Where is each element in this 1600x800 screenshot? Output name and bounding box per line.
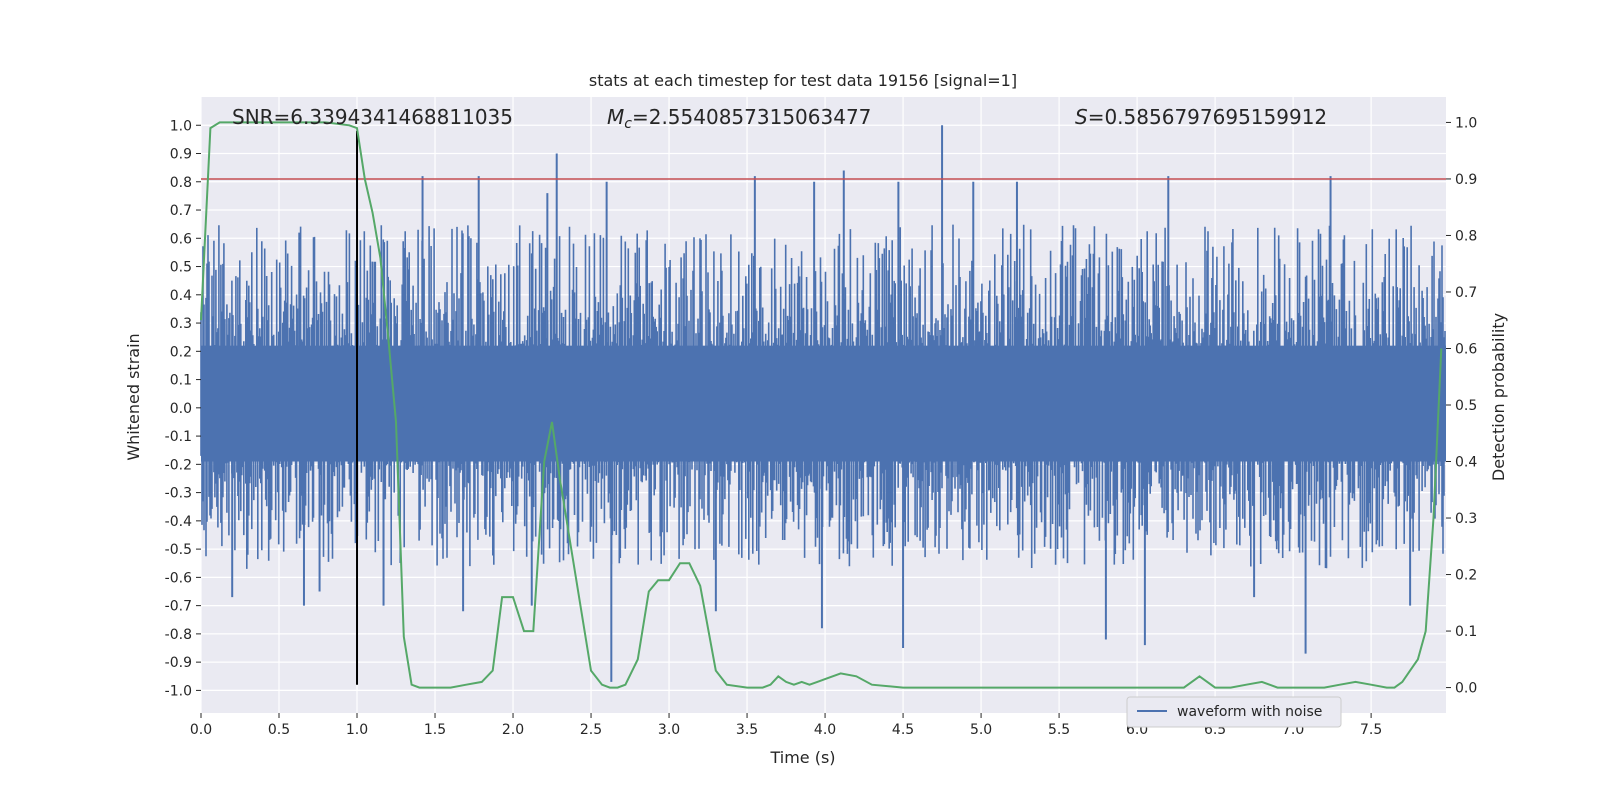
waveform-series (200, 125, 1446, 682)
s-value: =0.5856797695159912 (1088, 105, 1327, 129)
x-tick-label: 3.0 (658, 722, 680, 738)
y-tick-label: -0.5 (165, 542, 192, 558)
y-tick-label: 0.8 (170, 175, 192, 191)
y2-tick-label: 0.4 (1455, 455, 1477, 471)
y-axis-label: Whitened strain (124, 333, 143, 460)
legend: waveform with noise (1126, 696, 1342, 728)
y2-tick-label: 0.5 (1455, 398, 1477, 414)
y2-tick-label: 0.3 (1455, 511, 1477, 527)
mc-value: =2.5540857315063477 (632, 105, 871, 129)
y-tick-label: -0.3 (165, 486, 192, 502)
x-tick-label: 5.0 (970, 722, 992, 738)
x-axis-label: Time (s) (769, 748, 835, 767)
y-tick-label: -0.7 (165, 599, 192, 615)
s-annotation: S=0.5856797695159912 (1075, 105, 1327, 129)
y-tick-label: 0.7 (170, 203, 192, 219)
x-tick-label: 5.5 (1048, 722, 1070, 738)
legend-box (1126, 696, 1342, 728)
y2-axis-label: Detection probability (1489, 313, 1508, 481)
overlay-lines (200, 121, 1446, 689)
y-tick-label: 0.0 (170, 401, 192, 417)
x-tick-label: 0.0 (190, 722, 212, 738)
y2-tick-label: 0.6 (1455, 341, 1477, 357)
y2-axis-ticks: 0.0 0.1 0.2 0.3 0.4 0.5 0.6 0.7 0.8 0.9 1.0 (1446, 115, 1477, 697)
y2-tick-label: 0.2 (1455, 568, 1477, 584)
mc-symbol: M (607, 105, 624, 129)
detection-probability-line (200, 121, 1443, 689)
y-tick-label: -0.8 (165, 627, 192, 643)
x-tick-label: 4.5 (892, 722, 914, 738)
chirp-mass-annotation: Mc=2.5540857315063477 (607, 105, 871, 132)
waveform-core (201, 345, 1446, 462)
y-tick-label: 0.1 (170, 373, 192, 389)
snr-annotation: SNR=6.3394341468811035 (232, 105, 513, 129)
y2-tick-label: 1.0 (1455, 115, 1477, 131)
y-tick-label: 0.9 (170, 147, 192, 163)
y-tick-label: 1.0 (170, 118, 192, 134)
mc-subscript: c (624, 116, 632, 132)
x-tick-label: 1.5 (424, 722, 446, 738)
x-tick-label: 4.0 (814, 722, 836, 738)
y-tick-label: -0.6 (165, 570, 192, 586)
s-symbol: S (1075, 105, 1088, 129)
y2-tick-label: 0.1 (1455, 624, 1477, 640)
y-tick-label: 0.2 (170, 344, 192, 360)
y2-tick-label: 0.8 (1455, 228, 1477, 244)
x-tick-label: 7.5 (1360, 722, 1382, 738)
legend-label: waveform with noise (1177, 704, 1322, 720)
y-tick-label: -0.1 (165, 429, 192, 445)
y2-tick-label: 0.0 (1455, 681, 1477, 697)
y-tick-label: -0.9 (165, 655, 192, 671)
y-axis-ticks: -1.0 -0.9 -0.8 -0.7 -0.6 -0.5 -0.4 -0.3 -0.2 -0.1… (165, 118, 201, 699)
x-tick-label: 3.5 (736, 722, 758, 738)
y-tick-label: -1.0 (165, 683, 192, 699)
x-tick-label: 1.0 (346, 722, 368, 738)
x-axis-ticks: 0.0 0.5 1.0 1.5 2.0 2.5 3.0 3.5 4.0 4.5 5.0 5.5 6.0 6… (190, 713, 1382, 738)
y-tick-label: 0.6 (170, 231, 192, 247)
y-tick-label: 0.3 (170, 316, 192, 332)
y-tick-label: 0.4 (170, 288, 192, 304)
y-tick-label: 0.5 (170, 260, 192, 276)
y2-tick-label: 0.9 (1455, 172, 1477, 188)
x-tick-label: 2.5 (580, 722, 602, 738)
y-tick-label: -0.4 (165, 514, 192, 530)
y2-tick-label: 0.7 (1455, 285, 1477, 301)
x-tick-label: 2.0 (502, 722, 524, 738)
chart-title: stats at each timestep for test data 191… (589, 71, 1017, 90)
x-tick-label: 0.5 (268, 722, 290, 738)
y-tick-label: -0.2 (165, 457, 192, 473)
